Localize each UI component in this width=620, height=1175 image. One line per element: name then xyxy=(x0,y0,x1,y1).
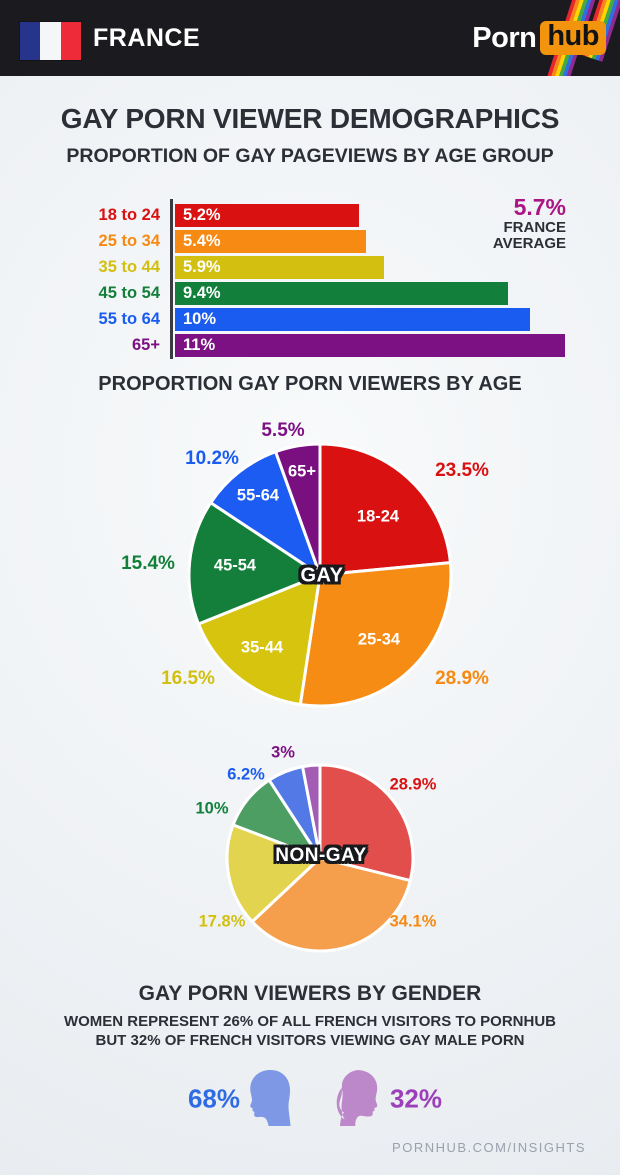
gay-pie-center-label: GAY xyxy=(300,564,344,587)
bar-category-label: 65+ xyxy=(132,336,160,354)
gay-viewers-by-age-slice-25-34 xyxy=(298,561,453,708)
france-average-value: 5.7% xyxy=(513,194,566,220)
male-head-icon xyxy=(250,1069,291,1126)
gay-pie-pct-label-18-24: 23.5% xyxy=(435,460,489,481)
bar-chart-title: PROPORTION OF GAY PAGEVIEWS BY AGE GROUP xyxy=(66,145,554,167)
nongay-viewers-by-age-slice-34.1% xyxy=(250,856,412,953)
bar-segment: 10% xyxy=(175,308,530,331)
bar-segment: 5.4% xyxy=(175,230,366,253)
nongay-viewers-by-age-slice-28.9% xyxy=(318,763,415,883)
bar-value-label: 5.2% xyxy=(183,206,221,224)
gay-viewers-by-age-slice-55-64 xyxy=(209,450,322,577)
bar-segment: 9.4% xyxy=(175,282,508,305)
male-percentage: 68% xyxy=(187,1083,241,1114)
logo-porn-text: Porn xyxy=(472,21,537,54)
bar-category-label: 45 to 54 xyxy=(98,284,160,302)
bar-row-65+: 65+ 11% xyxy=(0,334,620,357)
pie-section-title: PROPORTION GAY PORN VIEWERS BY AGE xyxy=(98,373,522,395)
gay-viewers-by-age-slice-35-44 xyxy=(197,573,322,707)
nongay-pie-pct-label-2: 17.8% xyxy=(198,912,246,931)
gay-pie-age-label-35-44: 35-44 xyxy=(240,638,284,657)
bar-segment: 5.9% xyxy=(175,256,384,279)
nongay-viewers-by-age-slice-3% xyxy=(301,763,322,860)
logo-hub-badge: hub xyxy=(540,21,606,55)
nongay-pie-pct-label-3: 10% xyxy=(195,799,229,818)
gay-pie-chart xyxy=(187,442,453,708)
gay-pie-age-label-25-34: 25-34 xyxy=(357,630,401,649)
gay-viewers-by-age-slice-45-54 xyxy=(187,501,322,626)
female-percentage: 32% xyxy=(389,1083,443,1114)
nongay-pie-center-label: NON-GAY xyxy=(275,845,367,866)
france-average-label-2: AVERAGE xyxy=(492,235,566,252)
pornhub-logo: Porn hub xyxy=(472,0,606,76)
bar-segment: 5.2% xyxy=(175,204,359,227)
gender-section-title: GAY PORN VIEWERS BY GENDER xyxy=(138,982,482,1005)
bar-category-label: 25 to 34 xyxy=(98,232,160,250)
france-average-label-1: FRANCE xyxy=(503,219,567,236)
gay-viewers-by-age-slice-65+ xyxy=(274,442,322,577)
bar-chart-axis xyxy=(170,199,173,359)
page-title: GAY PORN VIEWER DEMOGRAPHICS xyxy=(60,103,560,134)
age-bar-chart: 18 to 24 5.2% 25 to 34 5.4% 35 to 44 5.9% 45 t… xyxy=(0,204,620,360)
bar-category-label: 35 to 44 xyxy=(98,258,160,276)
country-label: FRANCE xyxy=(93,23,201,52)
nongay-pie-pct-label-4: 6.2% xyxy=(227,765,265,784)
bar-value-label: 10% xyxy=(183,310,217,328)
nongay-viewers-by-age-slice-17.8% xyxy=(225,823,322,924)
gay-pie-age-label-45-54: 45-54 xyxy=(213,556,257,575)
bar-value-label: 11% xyxy=(183,336,216,354)
bar-row-55-to-64: 55 to 64 10% xyxy=(0,308,620,331)
gay-pie-age-label-18-24: 18-24 xyxy=(356,507,400,526)
gay-pie-pct-label-25-34: 28.9% xyxy=(435,668,489,689)
nongay-pie-pct-label-5: 3% xyxy=(271,743,295,762)
nongay-pie-pct-label-0: 28.9% xyxy=(389,775,437,794)
bar-value-label: 9.4% xyxy=(183,284,221,302)
bar-value-label: 5.9% xyxy=(183,258,221,276)
gender-statement-line1: WOMEN REPRESENT 26% OF ALL FRENCH VISITO… xyxy=(63,1013,557,1030)
bar-row-25-to-34: 25 to 34 5.4% xyxy=(0,230,620,253)
gay-viewers-by-age-slice-18-24 xyxy=(318,442,452,577)
female-head-icon xyxy=(336,1070,378,1126)
nongay-pie-chart xyxy=(225,763,415,953)
france-flag-icon xyxy=(20,22,81,60)
gay-pie-age-label-55-64: 55-64 xyxy=(236,486,280,505)
gender-statement: WOMEN REPRESENT 26% OF ALL FRENCH VISITO… xyxy=(0,1012,620,1050)
header-bar: FRANCE Porn hub xyxy=(0,0,620,76)
bar-category-label: 18 to 24 xyxy=(98,206,160,224)
bar-row-45-to-54: 45 to 54 9.4% xyxy=(0,282,620,305)
gay-pie-pct-label-45-54: 15.4% xyxy=(121,553,175,574)
bar-row-18-to-24: 18 to 24 5.2% xyxy=(0,204,620,227)
footer-url: PORNHUB.COM/INSIGHTS xyxy=(392,1140,586,1155)
bar-segment: 11% xyxy=(175,334,565,357)
france-average-annotation: 5.7% FRANCE AVERAGE xyxy=(493,195,566,252)
gay-pie-pct-label-35-44: 16.5% xyxy=(161,668,215,689)
bar-value-label: 5.4% xyxy=(183,232,221,250)
bar-row-35-to-44: 35 to 44 5.9% xyxy=(0,256,620,279)
gay-pie-pct-label-55-64: 10.2% xyxy=(185,448,239,469)
nongay-pie-pct-label-1: 34.1% xyxy=(389,912,437,931)
gay-pie-pct-label-65+: 5.5% xyxy=(261,420,305,441)
gender-statement-line2: BUT 32% OF FRENCH VISITORS VIEWING GAY M… xyxy=(95,1032,525,1049)
bar-category-label: 55 to 64 xyxy=(98,310,160,328)
gay-pie-age-label-65+: 65+ xyxy=(288,462,316,481)
